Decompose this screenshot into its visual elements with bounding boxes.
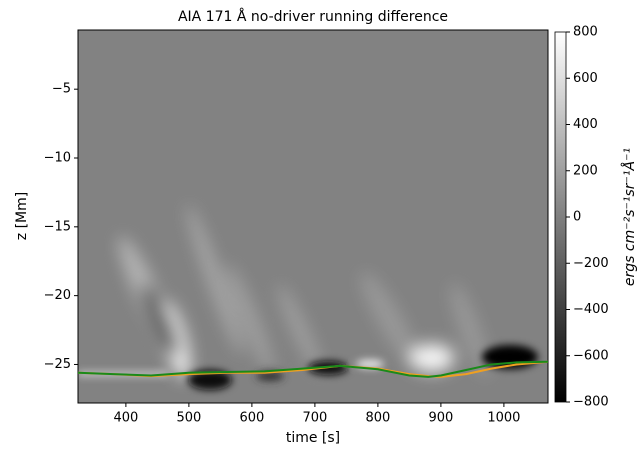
x-axis-label: time [s] <box>286 430 340 446</box>
y-axis-label: z [Mm] <box>14 192 30 240</box>
colorbar <box>554 31 567 403</box>
x-tick-label: 700 <box>302 411 327 426</box>
colorbar-tick-label: −200 <box>573 256 609 271</box>
line <box>78 360 548 378</box>
colorbar-tick-label: 200 <box>573 163 598 178</box>
plot-frame <box>77 29 549 404</box>
x-tick-label: 600 <box>239 411 264 426</box>
colorbar-tick-label: −400 <box>573 302 609 317</box>
colorbar-tick-label: 400 <box>573 117 598 132</box>
colorbar-tick-label: 0 <box>573 210 581 225</box>
colorbar-tick-label: 800 <box>573 25 598 40</box>
colorbar-label: ergs cm⁻²s⁻¹sr⁻¹Å⁻¹ <box>621 148 638 286</box>
colorbar-tick-label: −600 <box>573 348 609 363</box>
x-tick-label: 800 <box>365 411 390 426</box>
x-tick-label: 900 <box>428 411 453 426</box>
y-tick-label: −15 <box>44 219 71 234</box>
x-tick-label: 400 <box>113 411 138 426</box>
x-tick-label: 500 <box>176 411 201 426</box>
x-tick-label: 1000 <box>487 411 520 426</box>
colorbar-tick-label: −800 <box>573 395 609 410</box>
heatmap-image <box>78 30 548 403</box>
chart-title: AIA 171 Å no-driver running difference <box>178 8 448 25</box>
y-tick-label: −20 <box>44 288 71 303</box>
colorbar-tick-label: 600 <box>573 71 598 86</box>
y-tick-label: −5 <box>52 82 71 97</box>
y-tick-label: −25 <box>44 357 71 372</box>
y-tick-label: −10 <box>44 151 71 166</box>
